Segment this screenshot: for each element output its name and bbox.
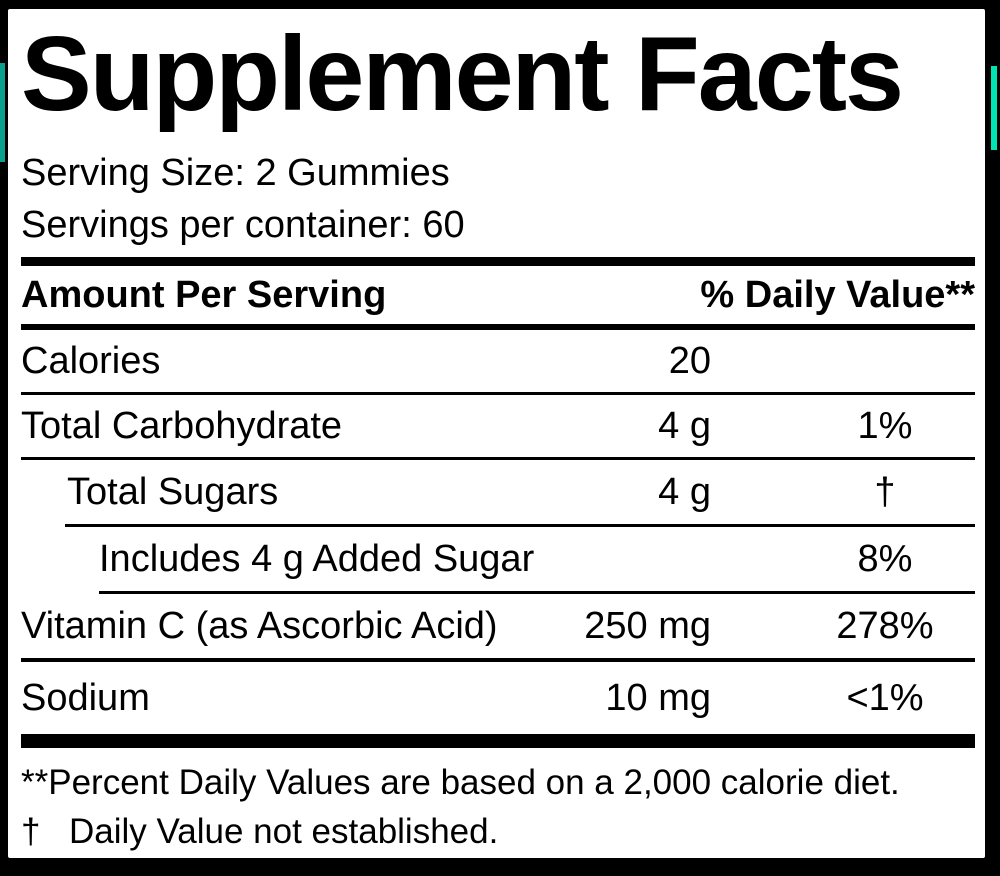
- accent-strip-right: [991, 66, 997, 150]
- footnote-daily-value: † Daily Value not established.: [21, 807, 975, 856]
- row-divider: [21, 392, 975, 395]
- nutrient-amount: 10 mg: [605, 676, 711, 719]
- footnotes: **Percent Daily Values are based on a 2,…: [21, 758, 975, 856]
- nutrient-daily-value: <1%: [846, 676, 924, 719]
- table-row: Total Sugars 4 g †: [21, 460, 975, 524]
- nutrient-amount: 4 g: [658, 470, 711, 513]
- nutrient-daily-value: 1%: [857, 404, 913, 447]
- dagger-symbol: †: [21, 812, 41, 851]
- nutrient-amount: 4 g: [658, 404, 711, 447]
- panel-title: Supplement Facts: [21, 15, 904, 133]
- nutrient-name: Vitamin C (as Ascorbic Acid): [21, 604, 498, 647]
- double-asterisk-symbol: **: [21, 763, 49, 802]
- table-row: Vitamin C (as Ascorbic Acid) 250 mg 278%: [21, 594, 975, 658]
- table-row: Total Carbohydrate 4 g 1%: [21, 395, 975, 457]
- nutrient-daily-value: †: [874, 470, 896, 513]
- serving-info: Serving Size: 2 Gummies Servings per con…: [21, 147, 975, 251]
- nutrient-amount: 20: [668, 339, 711, 382]
- column-header-daily-value: % Daily Value**: [700, 273, 975, 316]
- nutrient-name: Calories: [21, 339, 161, 382]
- servings-per-container: Servings per container: 60: [21, 204, 465, 246]
- nutrient-name: Sodium: [21, 676, 150, 719]
- row-divider-indented: [65, 524, 975, 527]
- separator-bar-footer: [21, 734, 975, 748]
- nutrient-name: Total Sugars: [67, 470, 279, 513]
- row-divider: [21, 457, 975, 460]
- footnote-text: Daily Value not established.: [69, 812, 499, 851]
- separator-bar-thick: [21, 257, 975, 266]
- nutrient-amount: 250 mg: [584, 604, 711, 647]
- nutrient-name: Includes 4 g Added Sugar: [99, 537, 535, 580]
- serving-size: Serving Size: 2 Gummies: [21, 152, 450, 194]
- supplement-facts-panel: Supplement Facts Serving Size: 2 Gummies…: [8, 9, 985, 858]
- column-header-amount: Amount Per Serving: [21, 273, 387, 316]
- row-divider: [21, 658, 975, 662]
- nutrient-name: Total Carbohydrate: [21, 404, 343, 447]
- table-row: Calories 20: [21, 330, 975, 392]
- footnote-text: Percent Daily Values are based on a 2,00…: [48, 763, 900, 802]
- nutrient-daily-value: 278%: [836, 604, 934, 647]
- nutrient-daily-value: 8%: [857, 537, 913, 580]
- footnote-percent-dv: **Percent Daily Values are based on a 2,…: [21, 758, 975, 807]
- accent-strip-left: [0, 63, 5, 162]
- table-row: Includes 4 g Added Sugar 8%: [21, 527, 975, 591]
- table-header: Amount Per Serving % Daily Value**: [21, 266, 975, 324]
- table-row: Sodium 10 mg <1%: [21, 662, 975, 734]
- separator-bar-medium: [21, 324, 975, 330]
- row-divider-indented: [99, 591, 975, 594]
